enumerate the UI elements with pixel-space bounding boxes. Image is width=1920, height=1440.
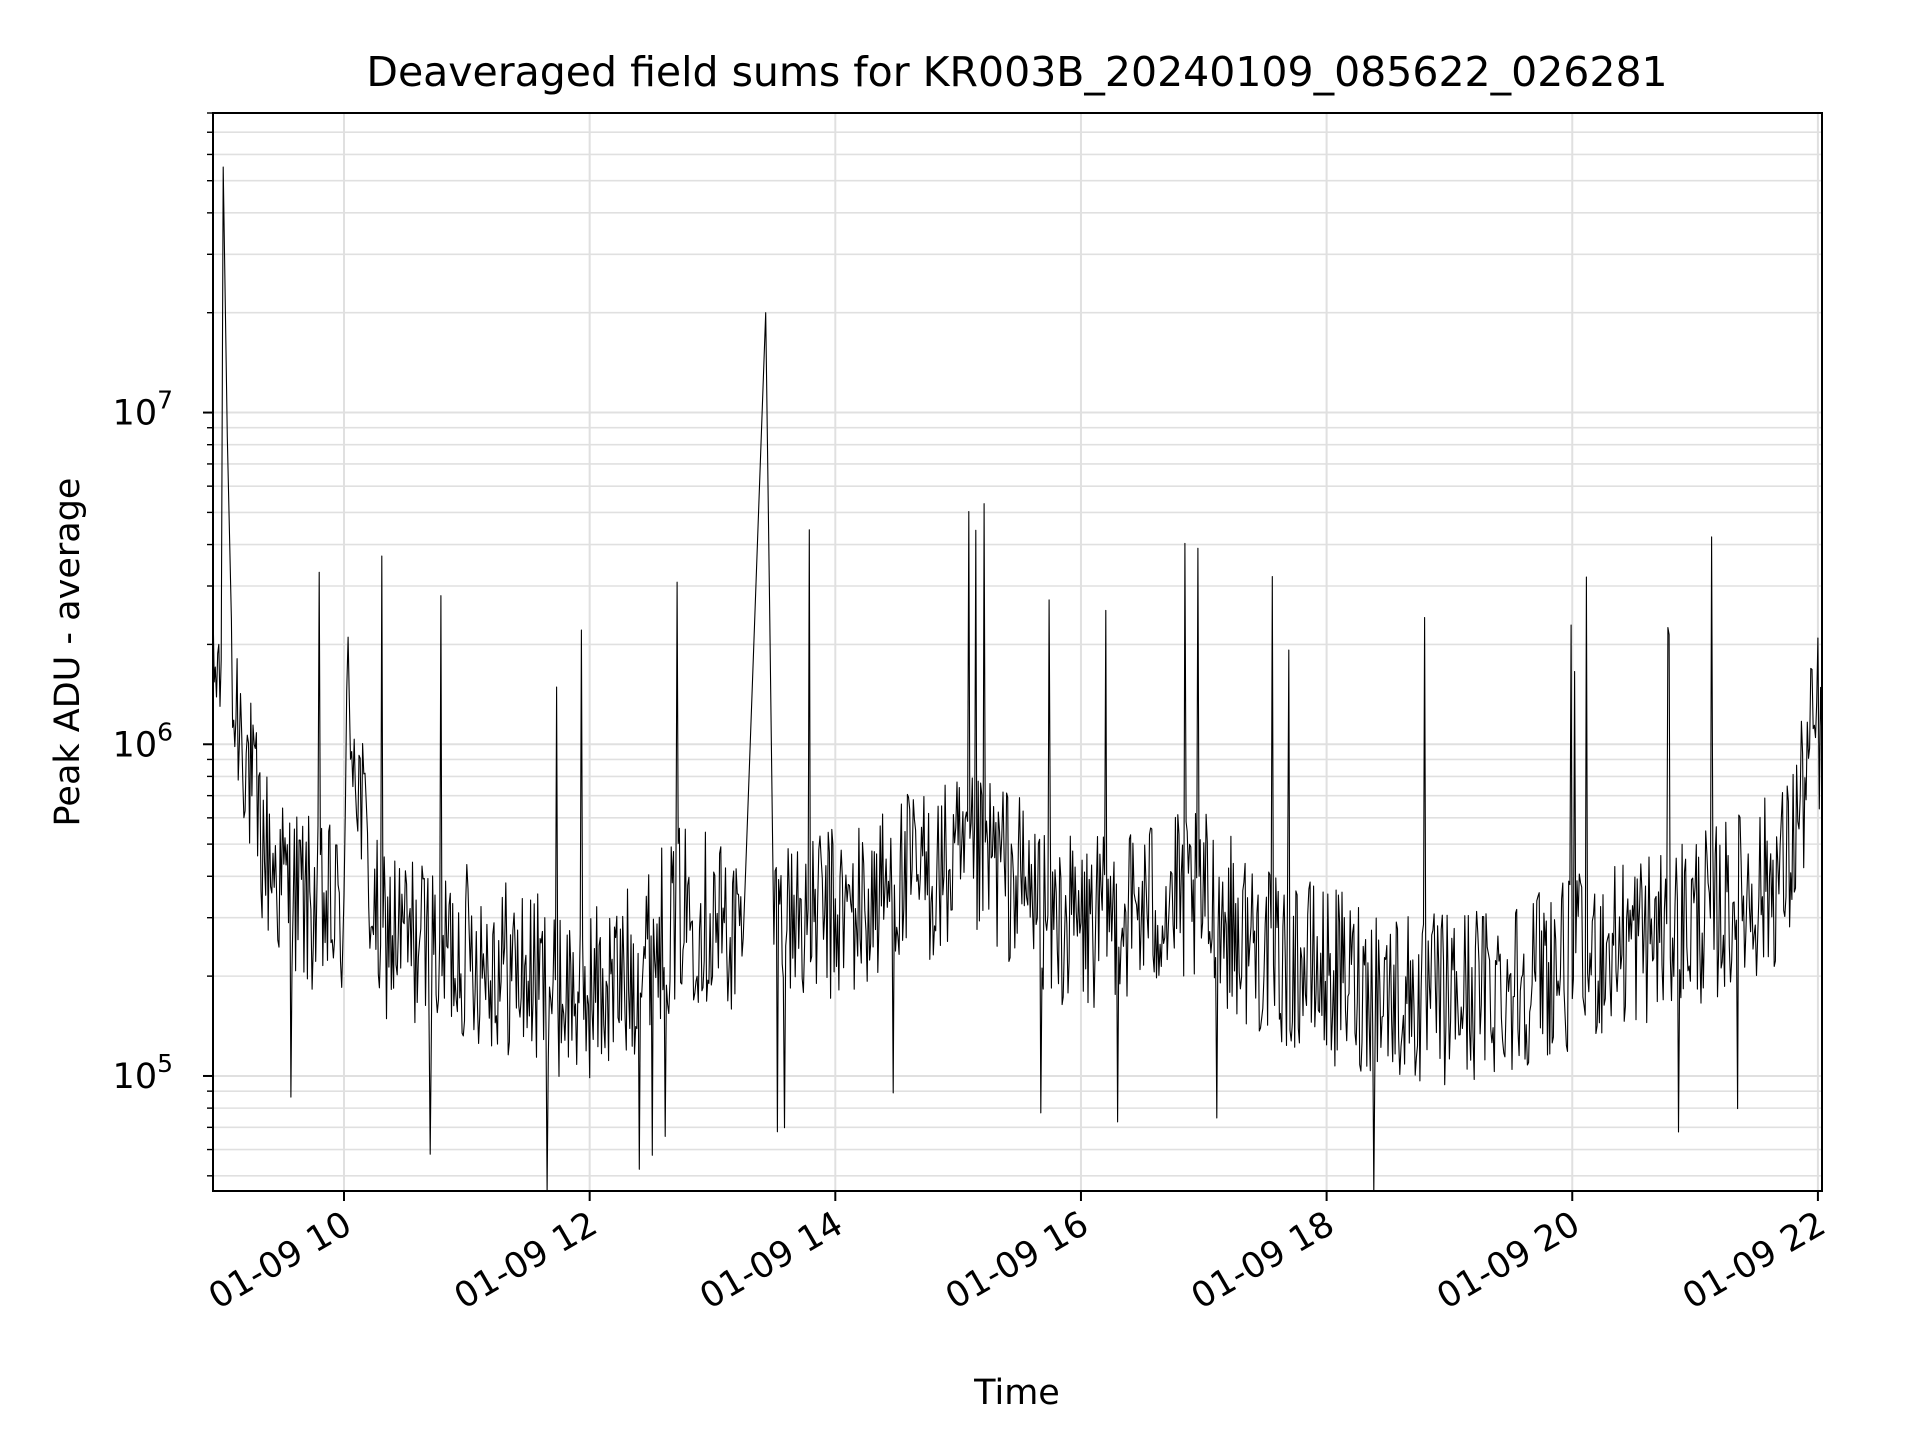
y-axis-label: Peak ADU - average xyxy=(48,478,88,827)
plot-frame xyxy=(212,112,1823,1192)
chart-title: Deaveraged field sums for KR003B_2024010… xyxy=(366,48,1667,96)
y-tick-base: 10 xyxy=(113,394,158,434)
y-tick-exponent: 7 xyxy=(157,386,173,415)
y-tick-exponent: 6 xyxy=(157,717,173,746)
y-tick-base: 10 xyxy=(113,725,158,765)
y-tick-base: 10 xyxy=(113,1057,158,1097)
x-axis-label: Time xyxy=(973,1373,1060,1413)
y-tick-label: 107 xyxy=(113,386,173,434)
y-tick-label: 106 xyxy=(113,717,173,765)
grid-lines xyxy=(213,112,1822,1191)
series-line xyxy=(213,166,1822,1191)
axis-ticks xyxy=(203,112,1819,1201)
y-tick-exponent: 5 xyxy=(157,1049,173,1078)
y-tick-label: 105 xyxy=(113,1049,173,1097)
